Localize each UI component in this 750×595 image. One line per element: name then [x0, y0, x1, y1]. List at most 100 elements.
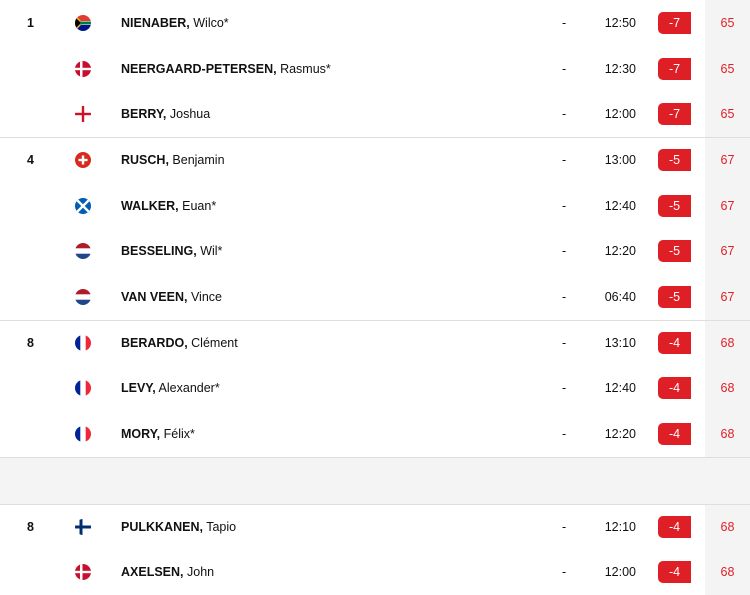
- to-par-badge: -4: [658, 377, 691, 400]
- player-surname: BERRY,: [121, 107, 167, 122]
- score-column-bg: [705, 504, 750, 550]
- round-score: 68: [720, 520, 735, 535]
- score-column-bg: [705, 45, 750, 92]
- player-name-link[interactable]: BESSELING, Wil*: [121, 244, 222, 258]
- netherlands-flag-icon: [75, 288, 91, 305]
- round-score: 67: [720, 289, 735, 304]
- player-name-link[interactable]: PULKKANEN, Tapio: [121, 520, 236, 534]
- table-row[interactable]: 8 BERARDO, Clément - 13:10 -4 68: [0, 319, 750, 366]
- score-column-bg: [705, 549, 750, 595]
- denmark-flag-icon: [75, 564, 91, 581]
- france-flag-icon: [75, 335, 91, 352]
- player-name-link[interactable]: AXELSEN, John: [121, 565, 214, 579]
- score-column-bg: [705, 182, 750, 229]
- player-first-name: Vince: [190, 289, 222, 304]
- tee-time: 12:00: [604, 565, 636, 580]
- thru: -: [562, 198, 567, 213]
- player-name-link[interactable]: LEVY, Alexander*: [121, 381, 220, 395]
- player-name-link[interactable]: RUSCH, Benjamin: [121, 153, 225, 167]
- table-row[interactable]: NEERGAARD-PETERSEN, Rasmus* - 12:30 -7 6…: [0, 45, 750, 92]
- scotland-flag-icon: [75, 197, 91, 214]
- tee-time: 13:00: [604, 153, 636, 168]
- thru: -: [562, 381, 567, 396]
- player-surname: PULKKANEN,: [121, 520, 203, 535]
- player-name-link[interactable]: BERRY, Joshua: [121, 107, 210, 121]
- round-score: 67: [720, 153, 735, 168]
- player-first-name: Wilco*: [193, 15, 229, 30]
- france-flag-icon: [75, 426, 91, 443]
- score-column-bg: [705, 320, 750, 366]
- player-first-name: John: [187, 565, 215, 580]
- player-first-name: Joshua: [169, 107, 211, 122]
- thru: -: [562, 520, 567, 535]
- switzerland-flag-icon: [75, 152, 91, 169]
- table-row[interactable]: WALKER, Euan* - 12:40 -5 67: [0, 182, 750, 229]
- player-surname: RUSCH,: [121, 153, 169, 168]
- denmark-flag-icon: [75, 60, 91, 77]
- player-surname: BERARDO,: [121, 336, 188, 351]
- to-par-badge: -4: [658, 561, 691, 584]
- table-row[interactable]: BERRY, Joshua - 12:00 -7 65: [0, 91, 750, 138]
- score-column-bg: [705, 0, 750, 46]
- player-surname: WALKER,: [121, 198, 179, 213]
- score-column-bg: [705, 365, 750, 412]
- score-column-bg: [705, 228, 750, 275]
- player-name-link[interactable]: WALKER, Euan*: [121, 199, 216, 213]
- player-name-link[interactable]: BERARDO, Clément: [121, 336, 238, 350]
- position: 4: [27, 153, 34, 168]
- to-par-badge: -5: [658, 194, 691, 217]
- thru: -: [562, 289, 567, 304]
- table-row[interactable]: 4 RUSCH, Benjamin - 13:00 -5 67: [0, 137, 750, 183]
- round-score: 68: [720, 336, 735, 351]
- round-score: 65: [720, 15, 735, 30]
- player-surname: BESSELING,: [121, 244, 197, 259]
- player-first-name: Félix*: [163, 427, 195, 442]
- player-first-name: Tapio: [206, 520, 237, 535]
- to-par-badge: -4: [658, 516, 691, 539]
- tee-time: 12:20: [604, 427, 636, 442]
- score-column-bg: [705, 138, 750, 183]
- score-column-bg: [705, 411, 750, 457]
- tee-time: 12:40: [604, 381, 636, 396]
- player-name-link[interactable]: NIENABER, Wilco*: [121, 16, 229, 30]
- player-name-link[interactable]: MORY, Félix*: [121, 427, 195, 441]
- to-par-badge: -7: [658, 11, 691, 34]
- player-first-name: Benjamin: [172, 153, 225, 168]
- table-row[interactable]: VAN VEEN, Vince - 06:40 -5 67: [0, 274, 750, 320]
- tee-time: 12:40: [604, 198, 636, 213]
- player-name-link[interactable]: VAN VEEN, Vince: [121, 290, 222, 304]
- round-score: 68: [720, 565, 735, 580]
- score-column-bg: [705, 91, 750, 138]
- table-row[interactable]: 1 NIENABER, Wilco* - 12:50 -7 65: [0, 0, 750, 46]
- tee-time: 12:50: [604, 15, 636, 30]
- to-par-badge: -7: [658, 103, 691, 126]
- player-first-name: Clément: [191, 336, 238, 351]
- to-par-badge: -4: [658, 332, 691, 355]
- table-row[interactable]: MORY, Félix* - 12:20 -4 68: [0, 411, 750, 457]
- score-column-bg: [705, 274, 750, 320]
- table-row[interactable]: BESSELING, Wil* - 12:20 -5 67: [0, 228, 750, 275]
- tee-time: 12:20: [604, 244, 636, 259]
- thru: -: [562, 153, 567, 168]
- round-score: 65: [720, 107, 735, 122]
- player-first-name: Rasmus*: [280, 61, 331, 76]
- table-row[interactable]: LEVY, Alexander* - 12:40 -4 68: [0, 365, 750, 412]
- round-score: 67: [720, 244, 735, 259]
- player-surname: NEERGAARD-PETERSEN,: [121, 61, 277, 76]
- to-par-badge: -5: [658, 285, 691, 308]
- player-surname: NIENABER,: [121, 15, 190, 30]
- thru: -: [562, 61, 567, 76]
- to-par-badge: -5: [658, 240, 691, 263]
- table-row[interactable]: AXELSEN, John - 12:00 -4 68: [0, 549, 750, 595]
- tee-time: 12:30: [604, 61, 636, 76]
- france-flag-icon: [75, 380, 91, 397]
- player-surname: AXELSEN,: [121, 565, 184, 580]
- position: 8: [27, 520, 34, 535]
- tee-time: 12:00: [604, 107, 636, 122]
- player-name-link[interactable]: NEERGAARD-PETERSEN, Rasmus*: [121, 62, 331, 76]
- thru: -: [562, 107, 567, 122]
- round-score: 68: [720, 427, 735, 442]
- finland-flag-icon: [75, 519, 91, 536]
- table-row[interactable]: 8 PULKKANEN, Tapio - 12:10 -4 68: [0, 503, 750, 550]
- thru: -: [562, 15, 567, 30]
